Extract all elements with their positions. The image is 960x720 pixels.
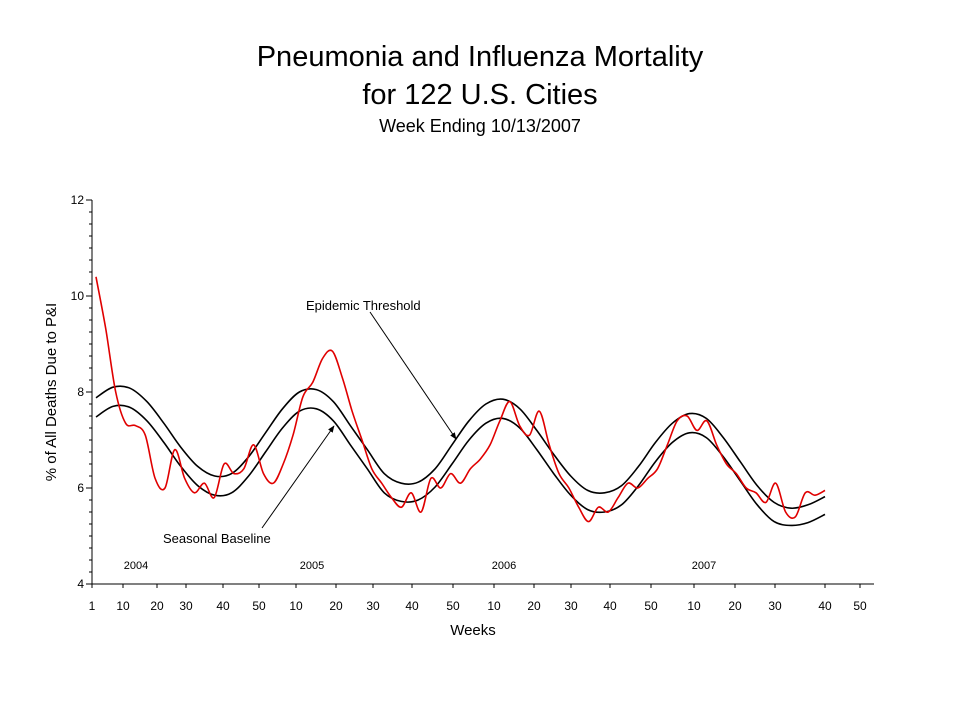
x-tick-label: 10 bbox=[116, 599, 130, 613]
x-tick-label: 30 bbox=[768, 599, 782, 613]
series-seasonal-baseline bbox=[95, 404, 826, 527]
chart-title-line1: Pneumonia and Influenza Mortality bbox=[256, 41, 704, 73]
x-tick-label: 10 bbox=[687, 599, 701, 613]
x-tick-label: 40 bbox=[603, 599, 617, 613]
x-tick-label: 40 bbox=[216, 599, 230, 613]
x-tick-label: 30 bbox=[179, 599, 193, 613]
x-axis-title: Weeks bbox=[450, 622, 496, 639]
x-tick-label: 10 bbox=[289, 599, 303, 613]
chart-subtitle: Week Ending 10/13/2007 bbox=[379, 116, 581, 136]
x-tick-label: 10 bbox=[487, 599, 501, 613]
x-tick-label: 50 bbox=[252, 599, 266, 613]
chart-title-line2: for 122 U.S. Cities bbox=[362, 79, 598, 111]
x-tick-label: 20 bbox=[527, 599, 541, 613]
annotation-epidemic-threshold: Epidemic Threshold bbox=[306, 298, 421, 313]
x-tick-label: 20 bbox=[329, 599, 343, 613]
x-tick-label: 30 bbox=[564, 599, 578, 613]
x-tick-label: 30 bbox=[366, 599, 380, 613]
x-tick-label: 1 bbox=[89, 599, 96, 613]
x-tick-label: 50 bbox=[446, 599, 460, 613]
year-label: 2006 bbox=[492, 560, 516, 572]
x-tick-label: 40 bbox=[405, 599, 419, 613]
y-tick-label: 12 bbox=[71, 193, 85, 207]
x-tick-label: 50 bbox=[644, 599, 658, 613]
x-tick-label: 20 bbox=[150, 599, 164, 613]
y-tick-label: 10 bbox=[71, 289, 85, 303]
annotation-arrow-threshold bbox=[369, 311, 457, 440]
x-tick-label: 40 bbox=[818, 599, 832, 613]
y-axis-title: % of All Deaths Due to P&I bbox=[43, 303, 60, 481]
x-tick-label: 20 bbox=[728, 599, 742, 613]
annotation-arrow-baseline bbox=[261, 425, 335, 529]
y-tick-label: 4 bbox=[77, 577, 84, 591]
series-epidemic-threshold bbox=[95, 385, 826, 510]
chart-title-block: Pneumonia and Influenza Mortality for 12… bbox=[0, 38, 960, 138]
y-tick-label: 6 bbox=[77, 481, 84, 495]
annotation-seasonal-baseline: Seasonal Baseline bbox=[163, 531, 271, 546]
year-label: 2004 bbox=[124, 560, 148, 572]
x-tick-label: 50 bbox=[853, 599, 867, 613]
year-label: 2007 bbox=[692, 560, 716, 572]
year-label: 2005 bbox=[300, 560, 324, 572]
series-observed bbox=[95, 276, 826, 523]
y-tick-label: 8 bbox=[77, 385, 84, 399]
